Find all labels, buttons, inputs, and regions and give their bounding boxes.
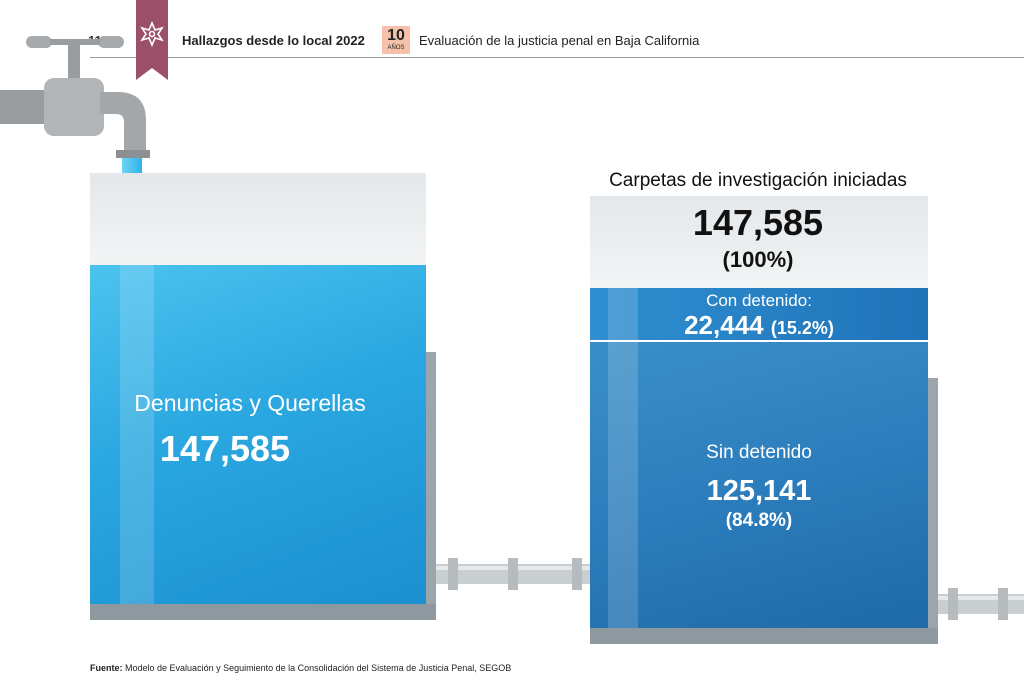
con-detenido-pct: (15.2%)	[770, 318, 834, 338]
outlet-pipe	[934, 588, 1024, 620]
carpetas-title: Carpetas de investigación iniciadas	[609, 170, 907, 191]
denuncias-value: 147,585	[159, 428, 291, 469]
sin-detenido-label: Sin detenido	[706, 442, 812, 463]
left-tank-water	[90, 265, 426, 606]
badge-number: 10	[387, 27, 405, 44]
left-tank-base	[90, 604, 436, 620]
publication-title: Hallazgos desde lo local 2022	[182, 33, 365, 48]
sin-detenido-pct: (84.8%)	[725, 510, 793, 531]
denuncias-label: Denuncias y Querellas	[134, 390, 366, 416]
faucet-icon	[0, 36, 150, 158]
header-divider	[90, 57, 1024, 58]
source-label: Fuente:	[90, 663, 123, 673]
left-tank-highlight	[120, 265, 154, 606]
left-tank	[90, 173, 426, 606]
sin-detenido-value: 125,141	[706, 475, 812, 507]
right-tank-air	[590, 196, 928, 288]
con-detenido-band	[590, 288, 928, 340]
ribbon-bookmark	[136, 0, 168, 80]
source-text: Modelo de Evaluación y Seguimiento de la…	[125, 663, 512, 673]
star-burst-icon	[140, 20, 164, 48]
level-divider	[590, 340, 928, 342]
publication-subtitle: Evaluación de la justicia penal en Baja …	[419, 33, 700, 48]
con-detenido-row: 22,444 (15.2%)	[590, 310, 928, 341]
con-detenido-label: Con detenido:	[706, 291, 812, 310]
left-tank-side	[426, 352, 436, 620]
sin-detenido-water	[590, 342, 928, 628]
source-note: Fuente: Modelo de Evaluación y Seguimien…	[90, 663, 511, 673]
connecting-pipe	[430, 558, 600, 590]
carpetas-total-pct: (100%)	[722, 247, 794, 272]
carpetas-total: 147,585	[692, 202, 824, 243]
con-detenido-value: 22,444	[684, 310, 764, 340]
right-tank	[590, 196, 928, 628]
right-tank-highlight	[608, 288, 638, 628]
badge-label: AÑOS	[387, 45, 405, 51]
left-tank-air	[90, 173, 426, 265]
right-tank-base	[590, 628, 938, 644]
anniversary-badge: 10 AÑOS	[382, 26, 410, 54]
right-tank-side	[928, 378, 938, 632]
